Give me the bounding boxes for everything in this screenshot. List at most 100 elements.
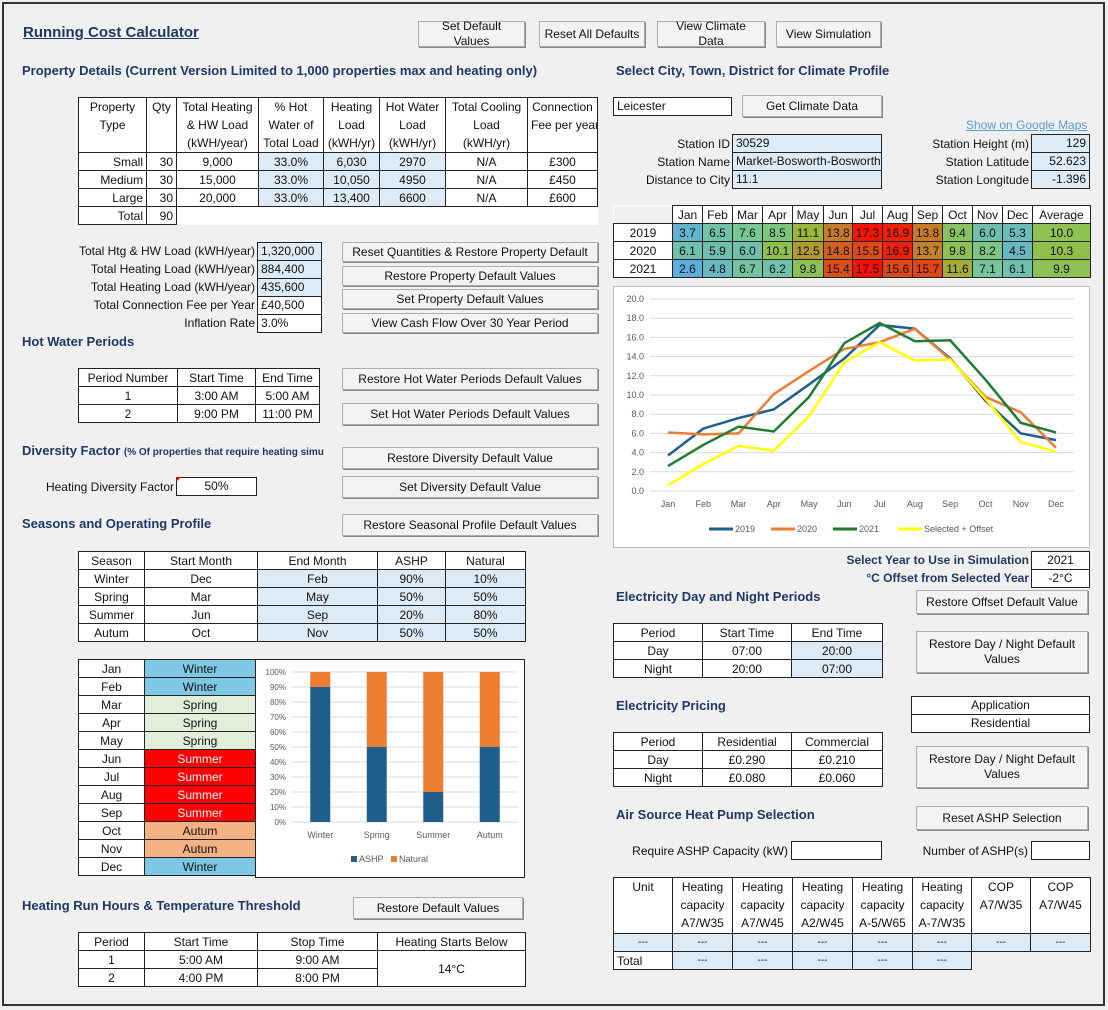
season-cell[interactable]: May	[257, 587, 378, 606]
property-cell[interactable]: 30	[146, 152, 177, 171]
month-header: May	[792, 205, 824, 224]
ashp-cell: ---	[912, 933, 972, 952]
diversity-input[interactable]: 50%	[176, 477, 257, 496]
restore-seasonal-button[interactable]: Restore Seasonal Profile Default Values	[342, 514, 598, 536]
temp-cell: 8.5	[762, 223, 793, 242]
header-text: Load	[473, 118, 500, 132]
bar-natural-spring	[366, 672, 387, 747]
select-year-input[interactable]: 2021	[1031, 551, 1090, 570]
reset-ashp-button[interactable]: Reset ASHP Selection	[916, 806, 1088, 830]
season-cell[interactable]: 50%	[445, 623, 526, 642]
table-row: Night 20:00 07:00	[613, 659, 883, 678]
hot-water-cell[interactable]: 3:00 AM	[177, 386, 256, 405]
reset-all-defaults-button[interactable]: Reset All Defaults	[539, 21, 645, 47]
value-cell[interactable]: £0.210	[791, 750, 883, 769]
season-cell[interactable]: 50%	[377, 623, 446, 642]
application-value[interactable]: Residential	[911, 714, 1090, 733]
season-cell[interactable]: Mar	[144, 587, 258, 606]
view-simulation-button[interactable]: View Simulation	[776, 21, 881, 47]
header-cell: Start Month	[144, 551, 258, 570]
ashp-count-input[interactable]	[1031, 841, 1090, 860]
header-text: (kWH/yr)	[462, 136, 511, 150]
restore-day-night-button[interactable]: Restore Day / Night Default Values	[916, 631, 1088, 673]
season-cell[interactable]: 50%	[377, 587, 446, 606]
season-cell[interactable]: Feb	[257, 569, 378, 588]
run-hours-cell[interactable]: 4:00 PM	[144, 968, 258, 987]
value-cell[interactable]: £0.080	[702, 768, 792, 787]
set-default-values-button[interactable]: Set Default Values	[418, 19, 525, 48]
season-cell[interactable]: Oct	[144, 623, 258, 642]
run-hours-cell[interactable]: 5:00 AM	[144, 950, 258, 969]
property-details-heading: Property Details (Current Version Limite…	[22, 63, 538, 78]
restore-hot-water-button[interactable]: Restore Hot Water Periods Default Values	[342, 368, 598, 390]
season-cell[interactable]: 90%	[377, 569, 446, 588]
restore-pricing-button[interactable]: Restore Day / Night Default Values	[916, 746, 1088, 788]
google-maps-link[interactable]: Show on Google Maps	[966, 118, 1088, 132]
property-cell[interactable]: 9,000	[176, 152, 259, 171]
set-hot-water-button[interactable]: Set Hot Water Periods Default Values	[342, 403, 598, 425]
hot-water-cell[interactable]: 11:00 PM	[255, 404, 320, 423]
property-header-cell: Property Type	[78, 97, 147, 153]
legend-label: Selected + Offset	[924, 524, 994, 534]
value-cell[interactable]: £0.060	[791, 768, 883, 787]
value-cell: Night	[613, 768, 703, 787]
summary-action-button[interactable]: Restore Property Default Values	[342, 266, 598, 286]
get-climate-data-button[interactable]: Get Climate Data	[742, 95, 882, 117]
temp-cell: 6.2	[762, 259, 793, 278]
header-text: & HW Load	[186, 118, 249, 132]
run-hours-cell[interactable]: 8:00 PM	[257, 968, 378, 987]
bar-ashp-winter	[310, 687, 331, 822]
header-cell: Natural	[445, 551, 526, 570]
summary-value: 3.0%	[257, 314, 322, 333]
ashp-cell: ---	[732, 951, 793, 970]
value-cell[interactable]: 07:00	[791, 659, 883, 678]
ashp-table: Unit Heating capacity A7/W35 Heating capacity…	[613, 877, 1091, 970]
legend-swatch	[391, 856, 397, 862]
property-cell[interactable]: 15,000	[176, 170, 259, 189]
ashp-header-cell: COP A7/W45	[1030, 877, 1091, 934]
value-cell[interactable]: £0.290	[702, 750, 792, 769]
value-cell[interactable]: 07:00	[702, 641, 792, 660]
header-text: capacity	[740, 898, 785, 912]
station-value: -1.396	[1031, 170, 1090, 189]
season-chart-svg: 100% 90% 80% 70% 60% 50% 40% 30% 20% 10% 0% Winter S…	[266, 668, 518, 864]
threshold-cell[interactable]: 14°C	[377, 950, 526, 987]
season-cell[interactable]: 80%	[445, 605, 526, 624]
run-hours-cell[interactable]: 9:00 AM	[257, 950, 378, 969]
temp-cell: 16.9	[882, 223, 913, 242]
season-cell[interactable]: 10%	[445, 569, 526, 588]
header-row: Period Number Start Time End Time	[78, 368, 320, 387]
city-input[interactable]: Leicester	[613, 97, 732, 116]
header-cell: Commercial	[791, 732, 883, 751]
season-cell[interactable]: 50%	[445, 587, 526, 606]
view-climate-data-button[interactable]: View Climate Data	[657, 19, 765, 48]
temp-cell: 16.9	[882, 241, 913, 260]
summary-action-button[interactable]: Set Property Default Values	[342, 289, 598, 309]
property-cell[interactable]: 20,000	[176, 188, 259, 207]
season-cell[interactable]: Dec	[144, 569, 258, 588]
summary-action-button[interactable]: Reset Quantities & Restore Property Defa…	[342, 242, 598, 262]
month-season-cell: Winter	[144, 659, 256, 678]
restore-run-hours-button[interactable]: Restore Default Values	[353, 897, 523, 919]
temp-cell: 7.6	[732, 223, 763, 242]
month-header: Feb	[702, 205, 733, 224]
set-diversity-button[interactable]: Set Diversity Default Value	[342, 476, 598, 498]
summary-action-button[interactable]: View Cash Flow Over 30 Year Period	[342, 313, 598, 333]
season-cell[interactable]: Sep	[257, 605, 378, 624]
hot-water-cell[interactable]: 9:00 PM	[177, 404, 256, 423]
value-cell[interactable]: 20:00	[791, 641, 883, 660]
bar-ashp-spring	[366, 747, 387, 822]
offset-input[interactable]: -2°C	[1031, 569, 1090, 588]
season-cell[interactable]: Nov	[257, 623, 378, 642]
value-cell: Day	[613, 641, 703, 660]
hot-water-cell[interactable]: 5:00 AM	[255, 386, 320, 405]
season-cell[interactable]: Jun	[144, 605, 258, 624]
restore-diversity-button[interactable]: Restore Diversity Default Value	[342, 447, 598, 469]
capacity-input[interactable]	[791, 841, 882, 860]
property-cell[interactable]: 30	[146, 188, 177, 207]
temp-cell: 3.7	[672, 223, 703, 242]
season-cell[interactable]: 20%	[377, 605, 446, 624]
value-cell[interactable]: 20:00	[702, 659, 792, 678]
restore-offset-button[interactable]: Restore Offset Default Value	[916, 590, 1088, 614]
property-cell[interactable]: 30	[146, 170, 177, 189]
